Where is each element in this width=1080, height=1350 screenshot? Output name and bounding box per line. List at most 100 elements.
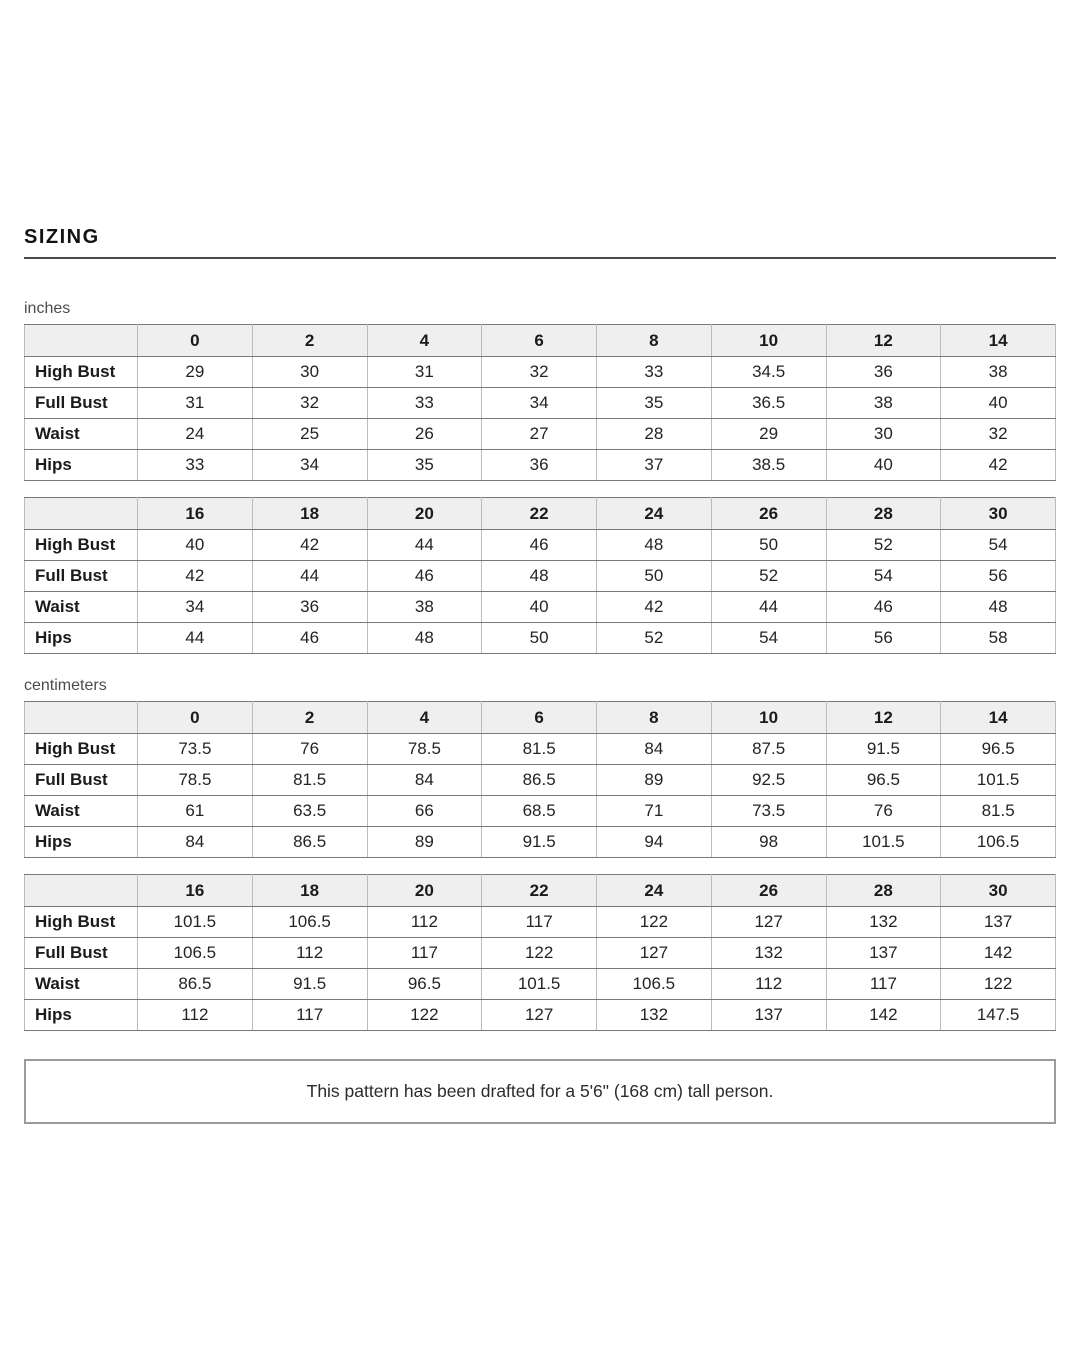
measurement-value: 36	[825, 356, 942, 388]
measurement-value: 29	[710, 418, 827, 450]
size-column-header: 6	[481, 324, 597, 357]
page-content: SIZING inches 0 2 4 6 8 10 12 14 High Bust 29 30 31…	[24, 226, 1056, 1124]
measurement-value: 117	[481, 906, 597, 938]
measurement-value: 46	[366, 560, 483, 592]
measurement-value: 84	[596, 733, 712, 765]
measurement-value: 40	[481, 591, 597, 623]
measurement-value: 66	[366, 795, 483, 827]
measurement-row: Hips 112 117 122 127 132 137 142 147.5	[24, 999, 1056, 1031]
measurement-value: 31	[137, 387, 253, 419]
measurement-value: 86.5	[251, 826, 368, 858]
measurement-value: 56	[940, 560, 1056, 592]
measurement-value: 35	[366, 449, 483, 481]
measurement-value: 112	[366, 906, 483, 938]
measurement-value: 96.5	[366, 968, 483, 1000]
measurement-label: Hips	[24, 999, 138, 1031]
measurement-value: 42	[137, 560, 253, 592]
measurement-value: 89	[596, 764, 712, 796]
measurement-value: 38	[825, 387, 942, 419]
measurement-label: Hips	[24, 622, 138, 654]
measurement-value: 81.5	[251, 764, 368, 796]
size-column-header: 4	[366, 701, 483, 734]
measurement-value: 26	[366, 418, 483, 450]
measurement-value: 101.5	[481, 968, 597, 1000]
measurement-value: 40	[137, 529, 253, 561]
size-column-header: 28	[825, 874, 942, 907]
measurement-value: 46	[481, 529, 597, 561]
measurement-value: 48	[481, 560, 597, 592]
measurement-value: 98	[710, 826, 827, 858]
measurement-value: 106.5	[251, 906, 368, 938]
measurement-value: 71	[596, 795, 712, 827]
measurement-value: 34	[251, 449, 368, 481]
measurement-value: 76	[825, 795, 942, 827]
measurement-value: 73.5	[137, 733, 253, 765]
measurement-value: 48	[596, 529, 712, 561]
corner-cell	[24, 497, 138, 530]
size-column-header: 2	[251, 324, 368, 357]
measurement-value: 32	[940, 418, 1056, 450]
measurement-value: 36	[481, 449, 597, 481]
size-column-header: 10	[710, 324, 827, 357]
measurement-value: 32	[251, 387, 368, 419]
unit-label-centimeters: centimeters	[24, 677, 107, 694]
size-column-header: 14	[940, 324, 1056, 357]
measurement-value: 50	[710, 529, 827, 561]
measurement-value: 44	[137, 622, 253, 654]
measurement-value: 30	[825, 418, 942, 450]
measurement-value: 42	[251, 529, 368, 561]
page-title: SIZING	[24, 226, 100, 248]
size-column-header: 18	[251, 874, 368, 907]
size-column-header: 10	[710, 701, 827, 734]
measurement-row: Hips 33 34 35 36 37 38.5 40 42	[24, 449, 1056, 481]
measurement-value: 94	[596, 826, 712, 858]
measurement-value: 46	[825, 591, 942, 623]
measurement-row: High Bust 101.5 106.5 112 117 122 127 132 137	[24, 906, 1056, 938]
measurement-label: Hips	[24, 826, 138, 858]
measurement-label: High Bust	[24, 906, 138, 938]
measurement-value: 92.5	[710, 764, 827, 796]
measurement-label: Waist	[24, 418, 138, 450]
measurement-label: High Bust	[24, 733, 138, 765]
measurement-value: 40	[940, 387, 1056, 419]
size-column-header: 22	[481, 874, 597, 907]
measurement-value: 81.5	[481, 733, 597, 765]
measurement-label: Waist	[24, 591, 138, 623]
measurement-row: Full Bust 42 44 46 48 50 52 54 56	[24, 560, 1056, 592]
size-column-header: 18	[251, 497, 368, 530]
measurement-row: Full Bust 106.5 112 117 122 127 132 137 142	[24, 937, 1056, 969]
measurement-value: 84	[137, 826, 253, 858]
measurement-row: Hips 84 86.5 89 91.5 94 98 101.5 106.5	[24, 826, 1056, 858]
measurement-value: 137	[710, 999, 827, 1031]
measurement-value: 56	[825, 622, 942, 654]
measurement-value: 101.5	[825, 826, 942, 858]
measurement-value: 91.5	[251, 968, 368, 1000]
measurement-value: 137	[825, 937, 942, 969]
size-column-header: 0	[137, 324, 253, 357]
measurement-value: 147.5	[940, 999, 1056, 1031]
measurement-value: 106.5	[137, 937, 253, 969]
measurement-value: 61	[137, 795, 253, 827]
measurement-value: 122	[940, 968, 1056, 1000]
measurement-value: 28	[596, 418, 712, 450]
size-column-header: 0	[137, 701, 253, 734]
measurement-value: 36	[251, 591, 368, 623]
measurement-value: 112	[251, 937, 368, 969]
measurement-value: 81.5	[940, 795, 1056, 827]
measurement-value: 117	[251, 999, 368, 1031]
size-column-header: 16	[137, 874, 253, 907]
measurement-value: 29	[137, 356, 253, 388]
measurement-value: 34	[481, 387, 597, 419]
measurement-value: 122	[366, 999, 483, 1031]
corner-cell	[24, 701, 138, 734]
measurement-row: High Bust 40 42 44 46 48 50 52 54	[24, 529, 1056, 561]
measurement-value: 36.5	[710, 387, 827, 419]
measurement-label: Full Bust	[24, 560, 138, 592]
measurement-value: 86.5	[481, 764, 597, 796]
measurement-value: 106.5	[596, 968, 712, 1000]
measurement-value: 27	[481, 418, 597, 450]
corner-cell	[24, 874, 138, 907]
size-column-header: 14	[940, 701, 1056, 734]
measurement-value: 76	[251, 733, 368, 765]
